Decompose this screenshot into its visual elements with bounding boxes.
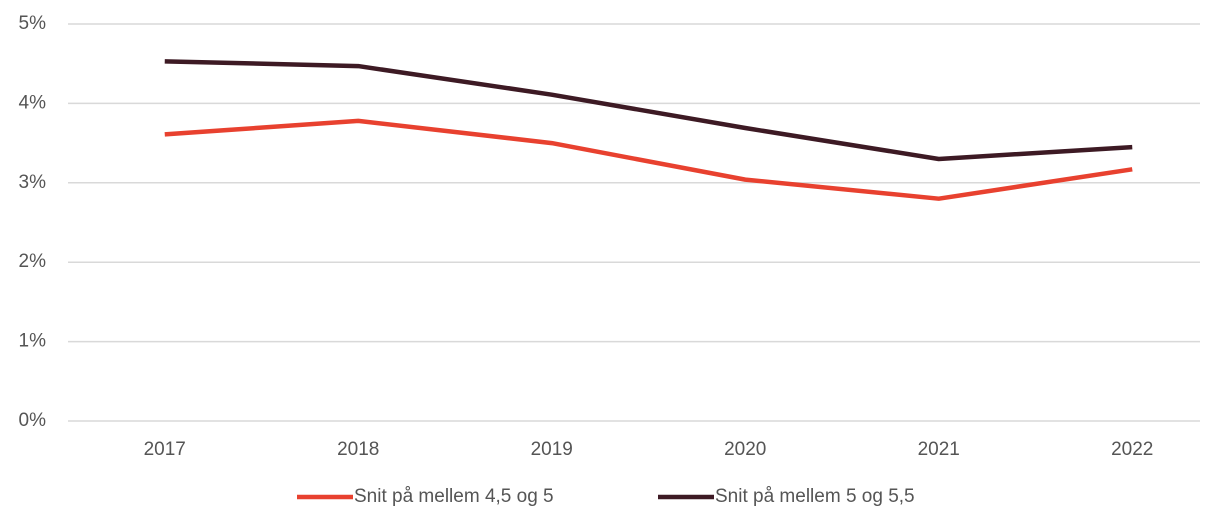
y-tick-label: 0% [19, 410, 47, 431]
x-tick-label: 2018 [337, 439, 379, 460]
x-tick-label: 2017 [144, 439, 186, 460]
x-tick-label: 2021 [918, 439, 960, 460]
series-line [164, 59, 1133, 162]
legend-label: Snit på mellem 5 og 5,5 [715, 486, 915, 507]
series-line [164, 118, 1133, 201]
y-tick-label: 5% [19, 13, 47, 34]
y-tick-label: 2% [19, 251, 47, 272]
x-tick-label: 2019 [531, 439, 573, 460]
y-tick-label: 4% [19, 92, 47, 113]
x-tick-label: 2022 [1111, 439, 1153, 460]
x-tick-label: 2020 [724, 439, 766, 460]
y-tick-label: 3% [19, 172, 47, 193]
y-tick-label: 1% [19, 331, 47, 352]
legend-label: Snit på mellem 4,5 og 5 [354, 486, 554, 507]
